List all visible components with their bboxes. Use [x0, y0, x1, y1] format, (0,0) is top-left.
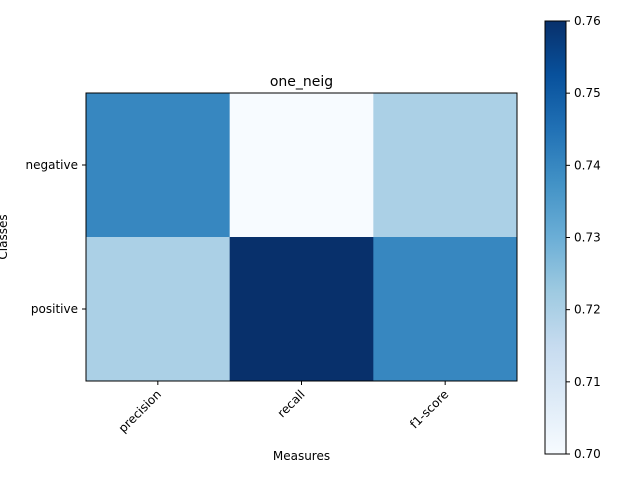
chart-title: one_neig — [270, 74, 333, 90]
heatmap-cell-negative-f1-score — [373, 93, 518, 238]
colorbar — [544, 20, 567, 455]
colorbar-tick-label: 0.76 — [574, 14, 601, 28]
colorbar-tick-label: 0.74 — [574, 158, 601, 172]
colorbar-ticks: 0.70 0.71 0.72 0.73 0.74 0.75 0.76 — [566, 14, 601, 461]
heatmap-cell-negative-recall — [229, 93, 374, 238]
colorbar-tick-label: 0.71 — [574, 375, 601, 389]
colorbar-tick-label: 0.75 — [574, 86, 601, 100]
colorbar-tick-label: 0.72 — [574, 303, 601, 317]
heatmap-cell-positive-recall — [229, 237, 374, 382]
heatmap-cell-negative-precision — [86, 93, 231, 238]
y-tick-label: positive — [31, 302, 78, 316]
colorbar-tick-label: 0.73 — [574, 231, 601, 245]
heatmap-cell-positive-precision — [86, 237, 231, 382]
heatmap-cells — [86, 93, 518, 382]
y-axis-ticks: negative positive — [26, 158, 86, 316]
y-axis-label: Classes — [0, 214, 10, 259]
y-tick-label: negative — [26, 158, 78, 172]
x-axis-label: Measures — [273, 449, 330, 463]
colorbar-tick-label: 0.70 — [574, 447, 601, 461]
heatmap-cell-positive-f1-score — [373, 237, 518, 382]
